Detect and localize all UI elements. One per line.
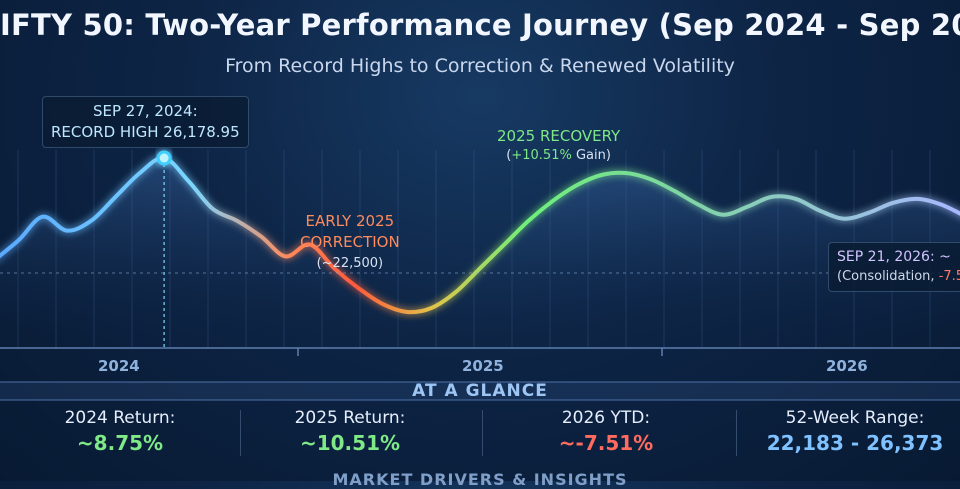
- record-high-point: [156, 150, 172, 166]
- stat-divider: [240, 410, 241, 456]
- stat-value: 22,183 - 26,373: [766, 431, 944, 455]
- chart-area-fill: [0, 157, 960, 348]
- stat-value: ~-7.51%: [558, 431, 654, 455]
- recovery-gain: (+10.51% Gain): [497, 146, 620, 166]
- chart-title: IFTY 50: Two-Year Performance Journey (S…: [0, 8, 960, 42]
- recovery-gain-value: +10.51%: [511, 148, 572, 163]
- latest-callout: SEP 21, 2026: ~ (Consolidation, -7.5: [828, 242, 960, 292]
- recovery-gain-open: (: [506, 148, 512, 163]
- at-a-glance-title: AT A GLANCE: [412, 381, 548, 401]
- stat-2025-return: 2025 Return: ~10.51%: [252, 408, 448, 455]
- chart-subtitle: From Record Highs to Correction & Renewe…: [225, 55, 735, 77]
- record-high-value: RECORD HIGH 26,178.95: [51, 123, 240, 141]
- stat-value: ~10.51%: [299, 431, 401, 455]
- market-drivers-title: MARKET DRIVERS & INSIGHTS: [332, 470, 628, 489]
- correction-callout: EARLY 2025 CORRECTION (~22,500): [300, 211, 400, 274]
- x-tick-label-2024: 2024: [98, 357, 140, 375]
- stat-2026-ytd: 2026 YTD: ~-7.51%: [508, 408, 704, 455]
- record-high-date: SEP 27, 2024:: [92, 102, 198, 120]
- stat-label: 2026 YTD:: [561, 408, 651, 428]
- stat-label: 2024 Return:: [64, 408, 176, 428]
- x-tick-label-2026: 2026: [826, 357, 868, 375]
- latest-date: SEP 21, 2026: ~: [837, 249, 951, 265]
- record-high-callout: SEP 27, 2024: RECORD HIGH 26,178.95: [42, 96, 249, 148]
- recovery-title: 2025 RECOVERY: [497, 127, 621, 145]
- correction-line2: CORRECTION: [300, 233, 400, 251]
- stat-52-week-range: 52-Week Range: 22,183 - 26,373: [752, 408, 958, 455]
- stat-divider: [736, 410, 737, 456]
- recovery-gain-close: Gain): [571, 148, 611, 163]
- stat-label: 2025 Return:: [294, 408, 406, 428]
- stat-value: ~8.75%: [76, 431, 164, 455]
- recovery-callout: 2025 RECOVERY (+10.51% Gain): [497, 126, 620, 166]
- correction-level: (~22,500): [316, 256, 384, 271]
- stat-label: 52-Week Range:: [785, 408, 925, 428]
- correction-line1: EARLY 2025: [305, 212, 395, 230]
- latest-note-value: -7.5: [938, 269, 960, 284]
- stat-divider: [482, 410, 483, 456]
- latest-note-text: (Consolidation,: [837, 269, 939, 284]
- latest-note: (Consolidation, -7.5: [837, 267, 960, 287]
- glance-band: [0, 382, 960, 400]
- x-tick-label-2025: 2025: [462, 357, 504, 375]
- stat-2024-return: 2024 Return: ~8.75%: [22, 408, 218, 455]
